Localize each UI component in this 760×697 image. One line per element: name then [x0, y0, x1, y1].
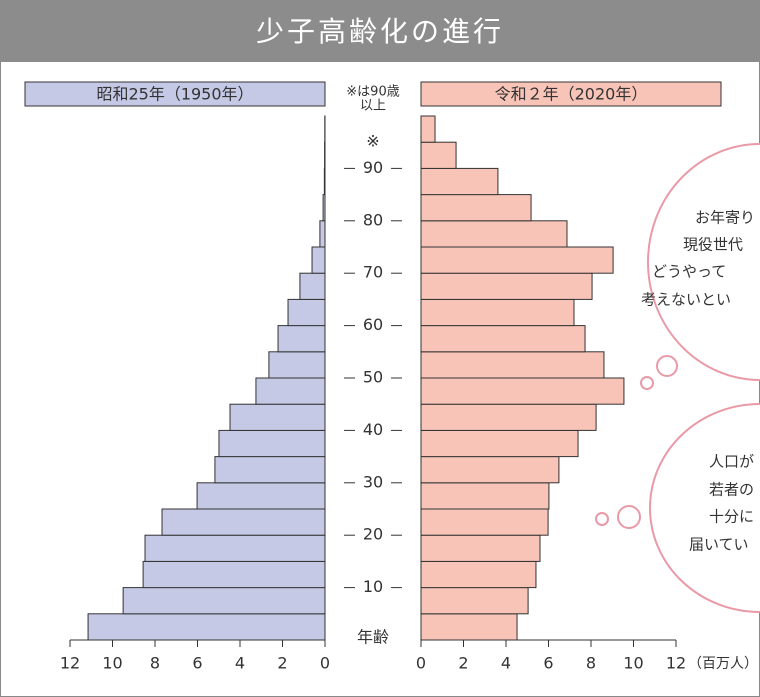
- title-bar: [0, 0, 760, 62]
- bar: [319, 220, 326, 248]
- bar: [268, 351, 326, 379]
- bar: [277, 325, 326, 353]
- bar: [420, 403, 597, 431]
- bar: [311, 246, 326, 274]
- x-tick-label: 0: [320, 654, 330, 673]
- bar: [420, 482, 550, 510]
- bar: [420, 508, 549, 536]
- x-tick-label: 12: [60, 654, 80, 673]
- y-tick-label: 90: [363, 158, 383, 177]
- bubble-dot: [617, 505, 641, 529]
- bubble-text: どうやって: [652, 263, 726, 281]
- legend-box: [24, 81, 326, 107]
- bar: [420, 560, 537, 589]
- bubble-text: 考えないとい: [641, 291, 731, 309]
- bar: [196, 482, 326, 510]
- bubble-decor: [595, 143, 760, 613]
- bubble-text: 人口が: [709, 453, 754, 471]
- bar: [229, 403, 326, 431]
- bar: [255, 377, 326, 405]
- bar: [218, 429, 326, 458]
- x-tick-label: 8: [150, 654, 160, 673]
- bubble-text: 届いてい: [689, 536, 749, 554]
- y-tick-label: 30: [363, 472, 383, 491]
- bar: [161, 508, 326, 536]
- bar: [420, 298, 575, 327]
- x-tick-label: 8: [586, 654, 596, 673]
- bar: [420, 220, 568, 248]
- y-tick-label: 80: [363, 210, 383, 229]
- note: 以上: [360, 99, 386, 114]
- bar: [420, 377, 625, 405]
- bar: [214, 456, 326, 484]
- bar: [420, 246, 614, 274]
- x-tick-label: 10: [623, 654, 643, 673]
- bar: [420, 272, 593, 300]
- bar: [287, 298, 326, 327]
- bubble-dot: [640, 376, 654, 390]
- bubble-text: お年寄り: [695, 209, 755, 227]
- y-tick-label: 10: [363, 577, 383, 596]
- bar: [420, 115, 436, 143]
- x-tick-label: 2: [277, 654, 287, 673]
- x-tick-label: 4: [501, 654, 511, 673]
- y-tick-label: ※: [366, 132, 379, 151]
- x-tick-label: 0: [416, 654, 426, 673]
- bar: [420, 351, 605, 379]
- y-tick-label: 50: [363, 368, 383, 387]
- thought-bubble: [649, 403, 760, 613]
- bar: [420, 141, 457, 169]
- bar: [420, 167, 499, 196]
- x-tick-label: 12: [666, 654, 686, 673]
- legend-label: 令和２年（2020年）: [495, 85, 648, 104]
- bubble-text: 十分に: [709, 508, 754, 526]
- bar: [420, 613, 518, 641]
- x-tick-label: 6: [543, 654, 553, 673]
- y-tick-label: 70: [363, 263, 383, 282]
- x-tick-label: 2: [458, 654, 468, 673]
- y-axis-label: 年齢: [357, 628, 389, 647]
- thought-bubble: [647, 143, 760, 381]
- bubble-dot: [656, 355, 678, 377]
- bar: [87, 613, 326, 641]
- x-unit: （百万人）: [688, 656, 758, 672]
- bar: [420, 429, 579, 458]
- bubble-dot: [595, 512, 609, 526]
- bar: [299, 272, 326, 300]
- bubble-text: 現役世代: [683, 236, 743, 254]
- bar: [142, 560, 326, 589]
- legend-box: [420, 81, 722, 107]
- y-tick-label: 40: [363, 420, 383, 439]
- x-tick-label: 6: [192, 654, 202, 673]
- bar: [420, 456, 560, 484]
- y-tick-label: 20: [363, 525, 383, 544]
- bar: [420, 534, 541, 562]
- bubble-text: 若者の: [709, 481, 754, 499]
- x-tick-label: 4: [235, 654, 245, 673]
- bar: [420, 587, 529, 615]
- note: ※は90歳: [346, 85, 399, 100]
- bar: [144, 534, 326, 562]
- bar: [122, 587, 326, 615]
- bar: [420, 194, 532, 222]
- legend-label: 昭和25年（1950年）: [96, 85, 253, 104]
- y-tick-label: 60: [363, 315, 383, 334]
- x-tick-label: 10: [102, 654, 122, 673]
- chart-title: 少子高齢化の進行: [256, 15, 504, 48]
- bar: [420, 325, 586, 353]
